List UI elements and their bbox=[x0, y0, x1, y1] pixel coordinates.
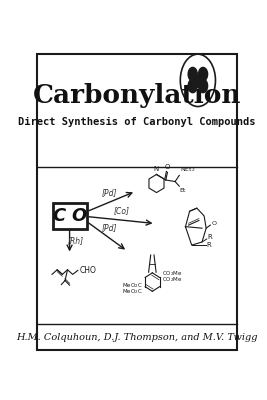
Text: [Rh]: [Rh] bbox=[68, 236, 84, 245]
Text: R: R bbox=[206, 242, 211, 248]
Text: O: O bbox=[165, 164, 170, 170]
Circle shape bbox=[198, 79, 208, 93]
Text: Carbonylation: Carbonylation bbox=[33, 83, 241, 108]
Circle shape bbox=[188, 79, 197, 93]
Text: H.M. Colquhoun, D.J. Thompson, and M.V. Twigg: H.M. Colquhoun, D.J. Thompson, and M.V. … bbox=[16, 333, 258, 342]
Text: $\mathrm{NEt_2}$: $\mathrm{NEt_2}$ bbox=[180, 165, 195, 174]
Text: [Pd]: [Pd] bbox=[101, 188, 117, 197]
Text: Et: Et bbox=[180, 188, 186, 193]
Text: R: R bbox=[207, 234, 212, 240]
Text: $\mathrm{CO_2Me}$: $\mathrm{CO_2Me}$ bbox=[162, 275, 183, 284]
Circle shape bbox=[195, 76, 201, 84]
Text: $\mathrm{MeO_2C}$: $\mathrm{MeO_2C}$ bbox=[122, 287, 142, 296]
Text: Direct Synthesis of Carbonyl Compounds: Direct Synthesis of Carbonyl Compounds bbox=[18, 117, 256, 127]
FancyBboxPatch shape bbox=[53, 203, 87, 229]
Text: CHO: CHO bbox=[79, 266, 96, 275]
Text: $\mathrm{CO_2Me}$: $\mathrm{CO_2Me}$ bbox=[162, 269, 183, 278]
Circle shape bbox=[198, 68, 208, 81]
Text: [Co]: [Co] bbox=[113, 206, 129, 215]
Text: O: O bbox=[211, 221, 216, 226]
Text: [Pd]: [Pd] bbox=[102, 223, 117, 232]
Text: N: N bbox=[154, 166, 159, 172]
Text: $\bfit{C\ O}$: $\bfit{C\ O}$ bbox=[52, 207, 87, 225]
Circle shape bbox=[188, 68, 197, 81]
Circle shape bbox=[180, 54, 215, 106]
Text: $\mathrm{MeO_2C}$: $\mathrm{MeO_2C}$ bbox=[122, 281, 142, 290]
